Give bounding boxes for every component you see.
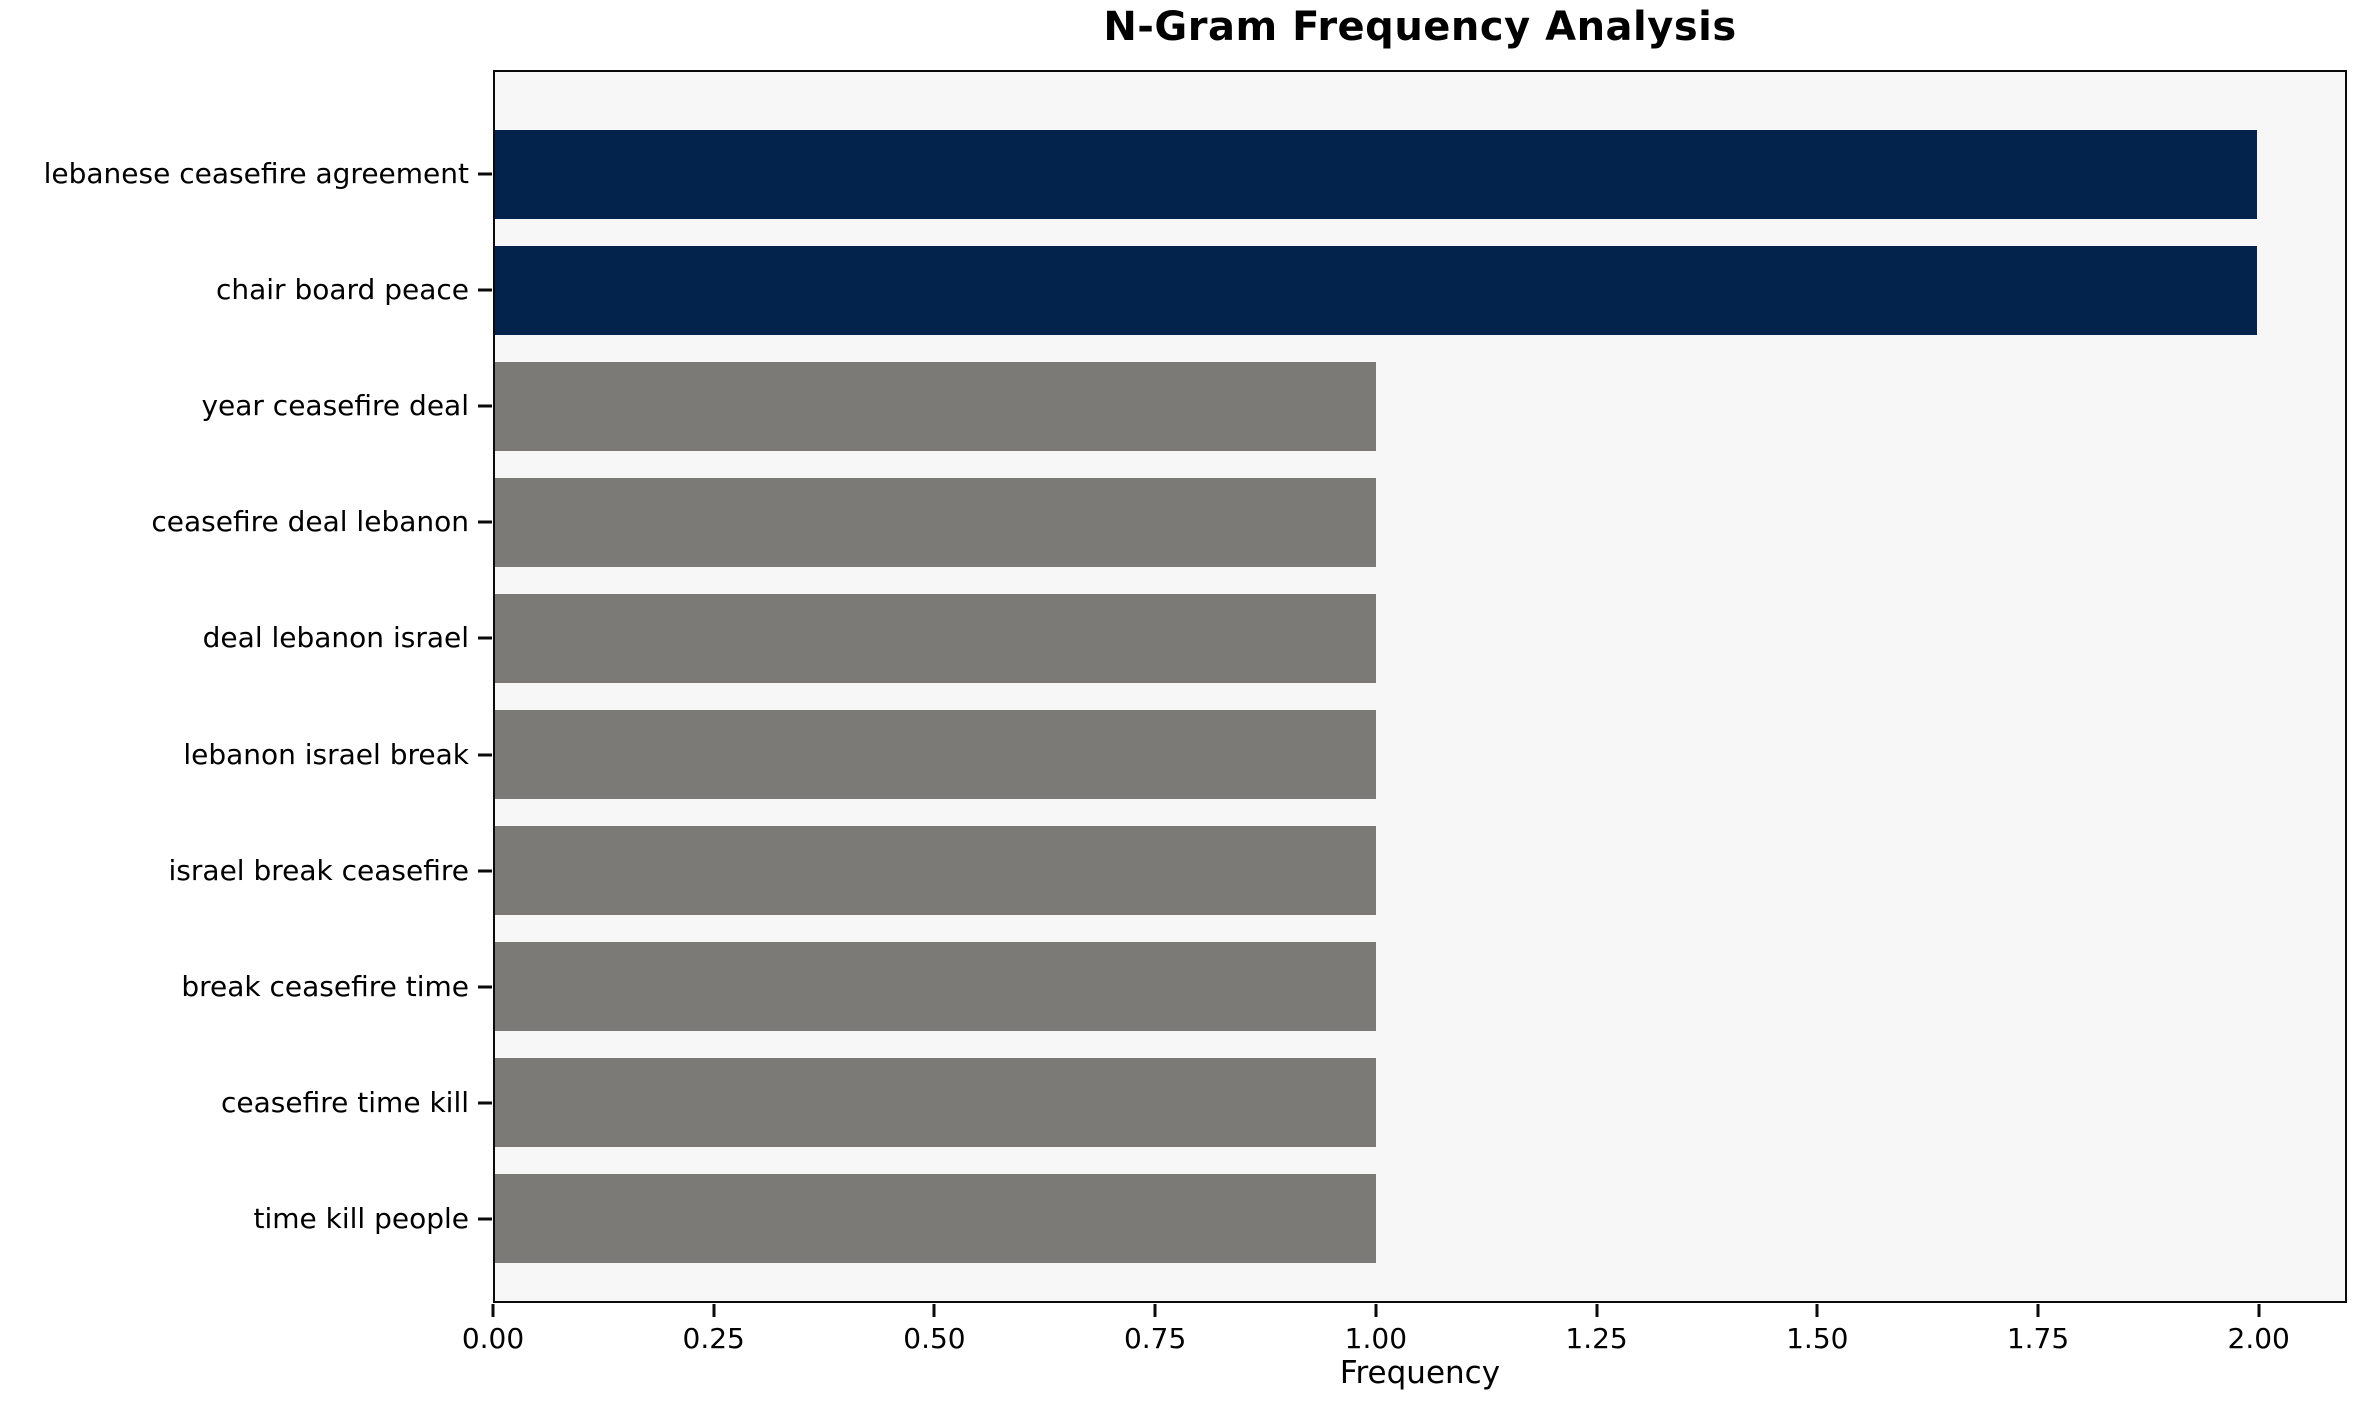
bar bbox=[495, 361, 1376, 451]
x-tick-label: 1.75 bbox=[2006, 1322, 2070, 1355]
x-axis-label: Frequency bbox=[1339, 1355, 1501, 1391]
bar bbox=[495, 826, 1376, 916]
bar bbox=[495, 942, 1376, 1032]
y-tick-mark bbox=[478, 985, 492, 989]
bar-row: ceasefire time kill bbox=[221, 1045, 2345, 1161]
x-tick-mark bbox=[1153, 1304, 1157, 1317]
bar-row: deal lebanon israel bbox=[203, 580, 2345, 696]
x-tick-label: 1.00 bbox=[1344, 1322, 1408, 1355]
y-tick-mark bbox=[478, 636, 492, 640]
bar bbox=[495, 1174, 1376, 1264]
bar bbox=[495, 710, 1376, 800]
y-tick-label: ceasefire time kill bbox=[221, 1085, 469, 1119]
x-tick-label: 1.50 bbox=[1786, 1322, 1849, 1355]
y-tick-label: chair board peace bbox=[215, 273, 469, 307]
y-tick-mark bbox=[478, 172, 492, 176]
bar bbox=[495, 477, 1376, 567]
bar bbox=[495, 245, 2257, 335]
x-tick-label: 1.25 bbox=[1565, 1322, 1628, 1355]
x-tick-mark bbox=[1595, 1304, 1599, 1317]
plot-area: lebanese ceasefire agreement chair board … bbox=[44, 70, 2347, 1303]
y-tick-mark bbox=[478, 520, 492, 524]
x-tick-mark bbox=[712, 1304, 716, 1317]
x-tick-label: 0.00 bbox=[461, 1322, 525, 1355]
x-tick-mark bbox=[932, 1304, 936, 1317]
x-tick-mark bbox=[1374, 1304, 1378, 1317]
chart-title: N-Gram Frequency Analysis bbox=[1103, 4, 1737, 50]
y-tick-label: lebanese ceasefire agreement bbox=[43, 157, 469, 191]
y-tick-label: ceasefire deal lebanon bbox=[151, 505, 469, 539]
y-tick-label: time kill people bbox=[253, 1201, 469, 1235]
bar-row: lebanese ceasefire agreement bbox=[44, 116, 2345, 232]
y-tick-mark bbox=[478, 753, 492, 757]
bar-row: israel break ceasefire bbox=[169, 813, 2345, 929]
y-tick-label: lebanon israel break bbox=[183, 737, 469, 771]
x-tick-mark bbox=[2257, 1304, 2261, 1317]
x-tick-label: 0.75 bbox=[1123, 1322, 1187, 1355]
x-tick-mark bbox=[1815, 1304, 1819, 1317]
x-tick-mark bbox=[491, 1304, 495, 1317]
y-tick-mark bbox=[478, 404, 492, 408]
bar-row: year ceasefire deal bbox=[201, 348, 2345, 464]
bar-row: chair board peace bbox=[216, 232, 2345, 348]
x-tick-mark bbox=[2036, 1304, 2040, 1317]
bar-row: break ceasefire time bbox=[181, 929, 2345, 1045]
y-tick-label: israel break ceasefire bbox=[168, 853, 469, 887]
bar bbox=[495, 129, 2257, 219]
x-tick-label: 0.50 bbox=[903, 1322, 966, 1355]
bars-container: lebanese ceasefire agreement chair board … bbox=[44, 72, 2345, 1301]
y-tick-label: break ceasefire time bbox=[181, 969, 469, 1003]
x-tick-label: 2.00 bbox=[2227, 1322, 2290, 1355]
y-tick-mark bbox=[478, 869, 492, 873]
bar-row: lebanon israel break bbox=[183, 696, 2345, 812]
bar-row: ceasefire deal lebanon bbox=[151, 464, 2345, 580]
bar bbox=[495, 1058, 1376, 1148]
y-tick-label: year ceasefire deal bbox=[201, 389, 469, 423]
y-tick-mark bbox=[478, 288, 492, 292]
x-tick-label: 0.25 bbox=[682, 1322, 745, 1355]
bar bbox=[495, 593, 1376, 683]
y-tick-label: deal lebanon israel bbox=[202, 621, 469, 655]
y-tick-mark bbox=[478, 1217, 492, 1221]
bar-row: time kill people bbox=[253, 1161, 2345, 1277]
y-tick-mark bbox=[478, 1101, 492, 1105]
